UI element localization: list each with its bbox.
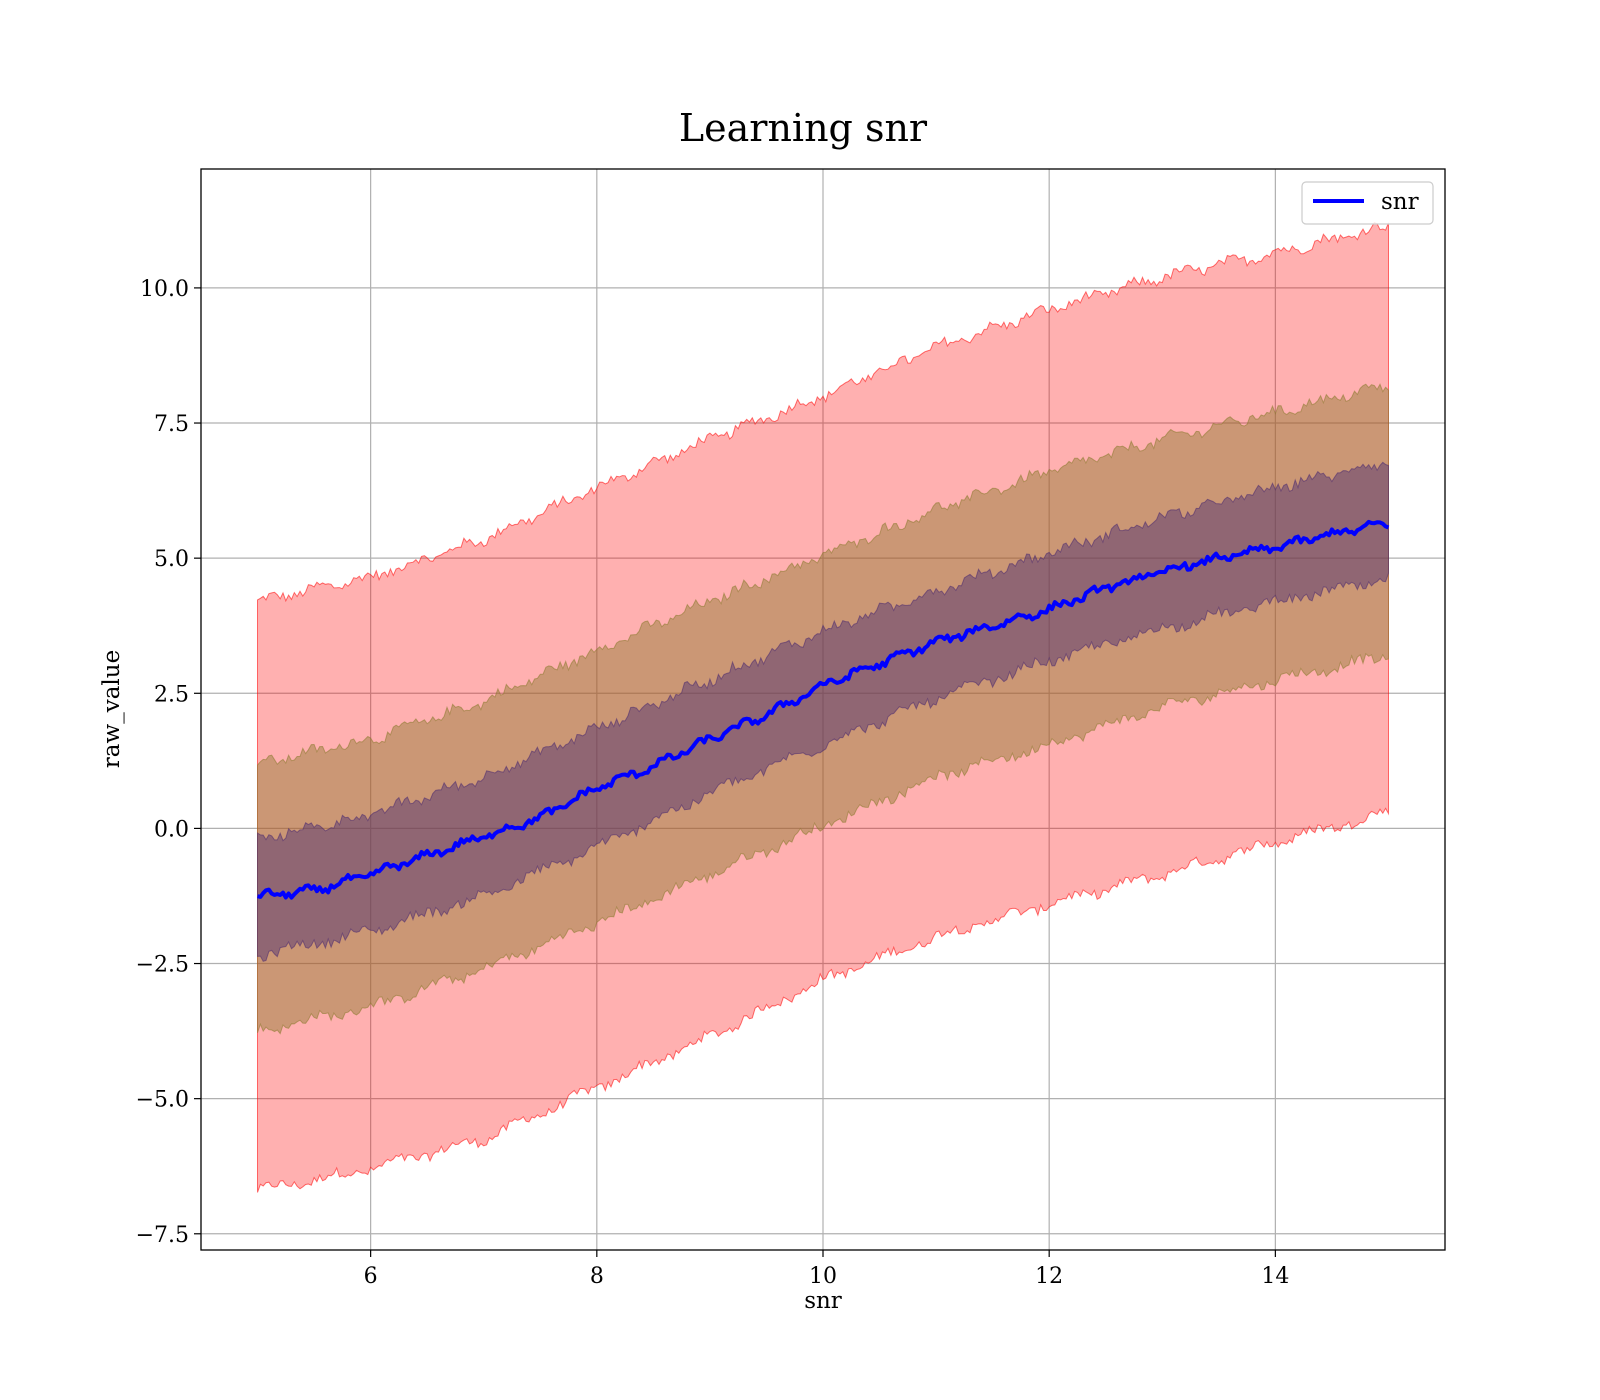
legend: snr	[1301, 181, 1434, 225]
y-tick-label: −5.0	[136, 1088, 189, 1113]
x-tick-label: 8	[590, 1264, 604, 1289]
x-tick-label: 6	[364, 1264, 378, 1289]
band-1	[257, 221, 1389, 1193]
y-tick-label: 2.5	[154, 682, 189, 707]
y-tick-label: 10.0	[140, 277, 189, 302]
chart-title: Learning snr	[679, 106, 928, 150]
x-tick-label: 12	[1035, 1264, 1063, 1289]
line-layer	[257, 519, 1390, 900]
y-axis-label: raw_value	[99, 650, 125, 768]
x-tick-label: 14	[1261, 1264, 1289, 1289]
y-tick-label: −7.5	[136, 1223, 189, 1248]
y-tick-label: 5.0	[154, 547, 189, 572]
tick-layer: 6 8 10 12 14 −7.5 −5.0 −2.5 0.0 2.5 5.0 7.5 10.0	[136, 277, 1290, 1289]
y-tick-label: −2.5	[136, 953, 189, 978]
series-line-snr	[257, 519, 1390, 900]
y-tick-label: 7.5	[154, 412, 189, 437]
grid-layer	[201, 169, 1445, 1250]
x-tick-label: 10	[809, 1264, 837, 1289]
legend-box	[1301, 181, 1434, 225]
x-axis-label: snr	[804, 1288, 842, 1314]
y-tick-label: 0.0	[154, 817, 189, 842]
legend-label-snr: snr	[1381, 189, 1419, 215]
